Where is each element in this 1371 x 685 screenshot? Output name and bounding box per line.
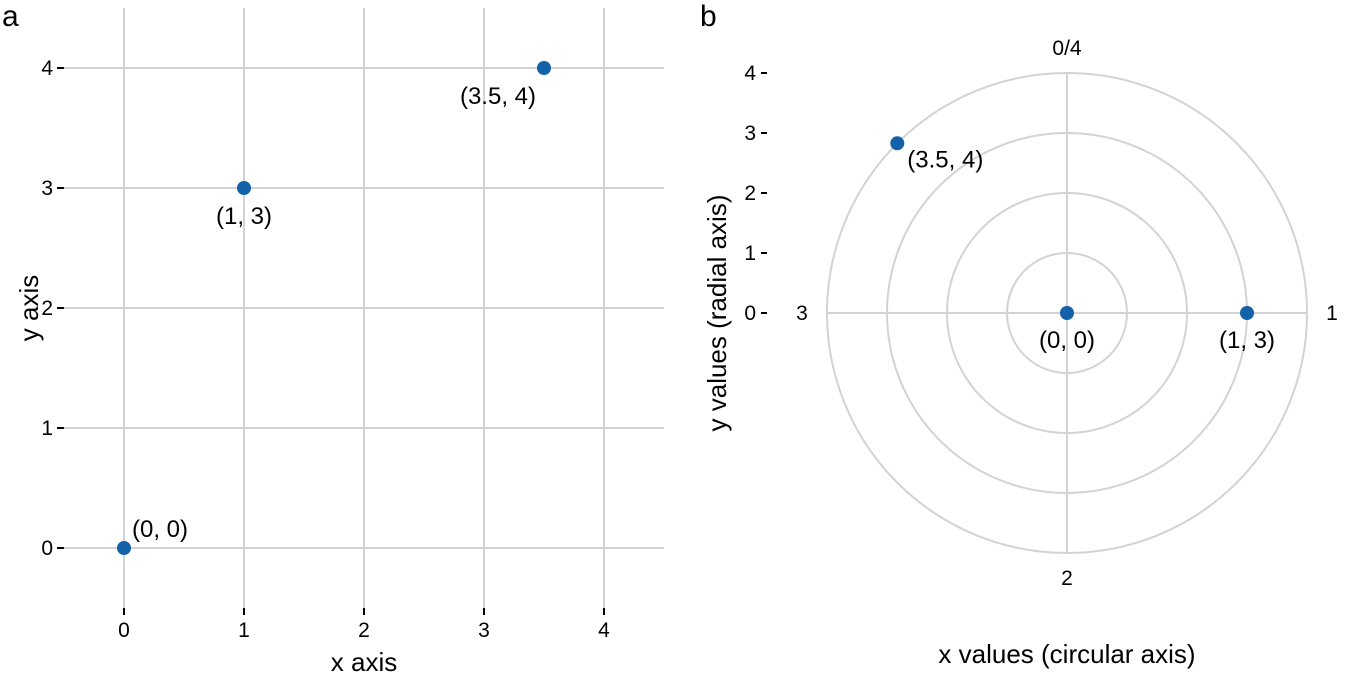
data-point-label: (3.5, 4) [907,146,983,173]
data-point [117,541,131,555]
radial-tick-label: 1 [744,242,756,265]
angular-tick-label: 1 [1326,302,1338,325]
data-point-label: (0, 0) [1039,327,1095,354]
angular-tick-label: 3 [796,302,808,325]
data-point [890,136,905,151]
y-tick-label: 3 [41,177,53,200]
x-tick-label: 4 [598,619,610,642]
x-tick-label: 2 [358,619,370,642]
x-tick-label: 1 [238,619,250,642]
data-point-label: (1, 3) [1219,327,1275,354]
y-axis-title: y axis [14,275,44,341]
data-point-label: (1, 3) [216,203,272,230]
polar-panel: b 0/4 1 2 3 0 1 2 3 4 (0, 0) (1, 3) (3.5, 4) x val… [700,0,1338,669]
radial-axis-title: y values (radial axis) [702,195,732,432]
cartesian-panel: a 0 1 2 3 4 0 1 2 3 4 (0, 0) (1, 3) (3.5, 4) x axis… [2,0,664,677]
x-axis-title: x axis [331,647,397,677]
radial-tick-label: 2 [744,182,756,205]
data-point [1060,306,1074,320]
y-tick-label: 2 [41,297,53,320]
y-tick-label: 1 [41,417,53,440]
polar-grid [826,72,1308,554]
panel-label-b: b [700,0,717,33]
angular-tick-label: 2 [1061,567,1073,590]
polar-ticks: 0/4 1 2 3 0 1 2 3 4 [744,37,1338,590]
cartesian-ticks: 0 1 2 3 4 0 1 2 3 4 [41,57,610,642]
data-point [237,181,251,195]
data-point-label: (0, 0) [132,516,188,543]
angular-tick-label: 0/4 [1052,37,1082,60]
radial-tick-label: 4 [744,62,756,85]
data-point-label: (3.5, 4) [460,83,536,110]
radial-tick-label: 3 [744,122,756,145]
y-tick-label: 0 [41,537,53,560]
y-tick-label: 4 [41,57,53,80]
x-tick-label: 0 [118,619,130,642]
panel-label-a: a [2,0,19,33]
circular-axis-title: x values (circular axis) [938,639,1195,669]
polar-points: (0, 0) (1, 3) (3.5, 4) [890,136,1275,354]
radial-tick-label: 0 [744,302,756,325]
data-point [1240,306,1254,320]
data-point [537,61,551,75]
cartesian-grid [64,8,664,608]
x-tick-label: 3 [478,619,490,642]
cartesian-points: (0, 0) (1, 3) (3.5, 4) [117,61,551,555]
